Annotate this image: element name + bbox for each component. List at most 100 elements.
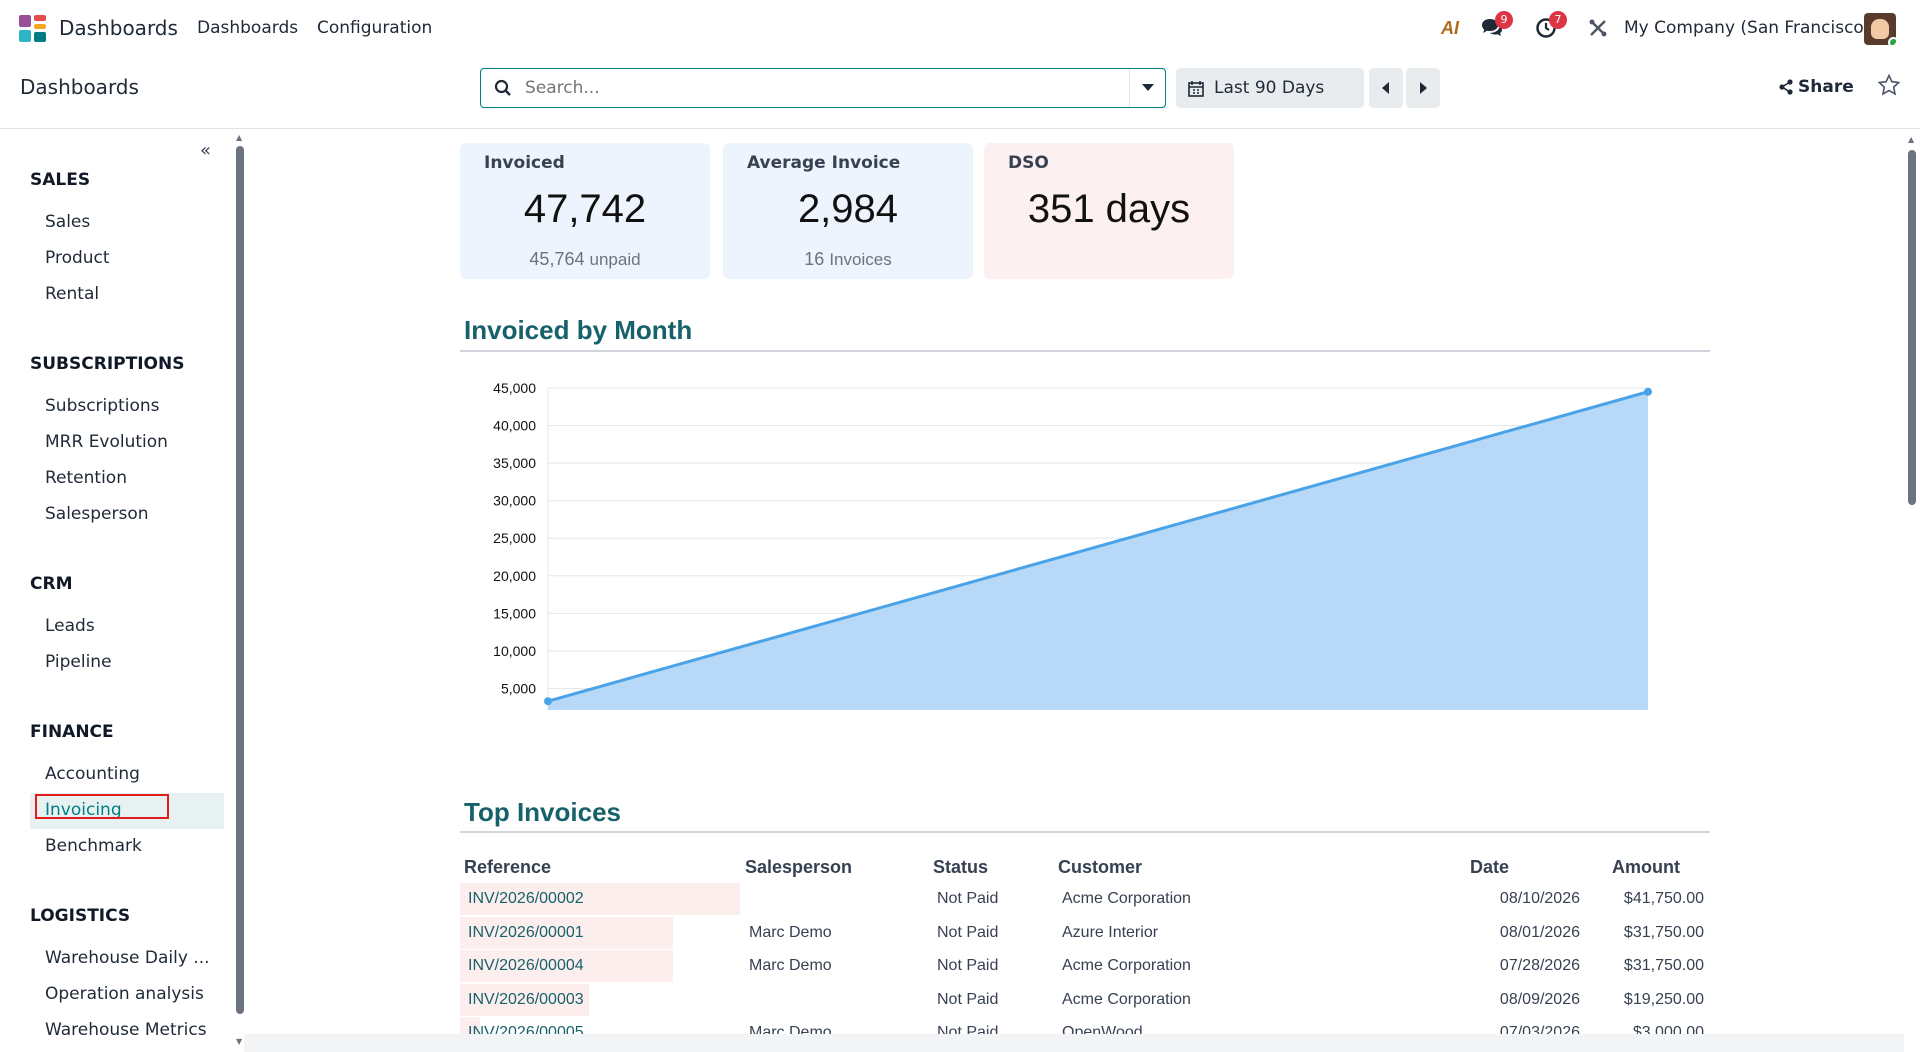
y-tick-label: 35,000 [493,455,536,471]
kpi-label: DSO [1008,153,1049,173]
sidebar-item-sales[interactable]: Sales [45,212,91,232]
kpi-label: Average Invoice [747,153,901,173]
sidebar-item-warehouse-daily[interactable]: Warehouse Daily ... [45,948,210,968]
previous-period-button[interactable] [1369,68,1403,108]
sidebar-scroll-up-icon[interactable]: ▲ [236,133,243,142]
menu-dashboards[interactable]: Dashboards [197,18,299,38]
sidebar-item-leads[interactable]: Leads [45,616,95,636]
cell-reference[interactable]: INV/2026/00001 [468,923,584,941]
table-row[interactable]: INV/2026/00003 Not Paid Acme Corporation 08… [460,983,1710,1017]
sidebar-scroll-down-icon[interactable]: ▼ [236,1037,243,1046]
sidebar-active-highlight [30,793,224,829]
column-header-amount[interactable]: Amount [1612,857,1680,877]
menu-configuration[interactable]: Configuration [317,18,433,38]
divider [460,831,1710,833]
user-avatar[interactable] [1864,13,1896,45]
kpi-card[interactable]: Average Invoice 2,984 16 Invoices [723,143,973,279]
kpi-sub-text: unpaid [589,250,641,269]
column-header-date[interactable]: Date [1470,857,1510,877]
share-icon [1779,79,1793,95]
cell-reference[interactable]: INV/2026/00003 [468,990,584,1008]
amount-share-bar [460,950,673,982]
sidebar-item-warehouse-metrics[interactable]: Warehouse Metrics [45,1020,207,1040]
series-line [547,390,1649,703]
caret-down-icon [1141,84,1154,91]
company-switcher[interactable]: My Company (San Francisco) [1624,18,1871,38]
cell-date: 07/28/2026 [1499,957,1580,974]
cell-status: Not Paid [937,890,999,907]
area-fill [548,391,1648,710]
table-row[interactable]: INV/2026/00001 Marc Demo Not Paid Azure Int… [460,916,1710,950]
column-header-status[interactable]: Status [933,857,989,877]
apps-menu-icon[interactable] [19,15,47,43]
favorite-star-icon[interactable] [1877,73,1901,100]
kpi-sub-value: 45,764 [529,249,585,269]
y-tick-label: 5,000 [501,680,536,696]
table-row[interactable]: INV/2026/00004 Marc Demo Not Paid Acme Corp… [460,950,1710,983]
data-point[interactable] [544,697,552,706]
cell-status: Not Paid [937,957,999,974]
main-scroll-up-icon[interactable]: ▲ [1908,135,1915,144]
messages-button[interactable]: 9 [1476,11,1513,44]
activities-button[interactable]: 7 [1530,11,1567,44]
y-tick-label: 25,000 [493,530,536,546]
kpi-card[interactable]: DSO 351 days [984,143,1234,279]
caret-left-icon [1382,82,1389,94]
column-header-reference[interactable]: Reference [464,857,552,877]
amount-share-bar [460,916,673,949]
sidebar-scrollbar[interactable] [236,146,244,1014]
collapse-sidebar-icon[interactable]: « [200,140,212,161]
top-navbar: Dashboards Dashboards Configuration AI 9… [0,0,1920,57]
sidebar-item-product[interactable]: Product [45,248,110,268]
ai-button[interactable]: AI [1434,12,1466,44]
cell-salesperson: Marc Demo [749,957,832,974]
table-row[interactable]: INV/2026/00002 Not Paid Acme Corporation 08… [460,883,1710,916]
sidebar-item-retention[interactable]: Retention [45,468,127,488]
chart-section-title: Invoiced by Month [464,315,693,345]
main-scrollbar[interactable] [1908,150,1916,505]
ai-icon: AI [1441,17,1459,38]
kpi-sub-value: 16 [804,249,825,269]
cell-status: Not Paid [937,923,999,941]
sidebar-item-accounting[interactable]: Accounting [45,764,140,784]
date-filter-button[interactable]: Last 90 Days [1176,68,1364,108]
y-tick-label: 45,000 [493,380,536,396]
breadcrumb: Dashboards [20,75,139,99]
search-input[interactable] [525,69,1129,107]
sidebar-item-pipeline[interactable]: Pipeline [45,652,112,672]
column-header-salesperson[interactable]: Salesperson [745,857,853,877]
sidebar-item-operation-analysis[interactable]: Operation analysis [45,984,204,1004]
tools-icon [1589,19,1607,37]
amount-share-bar [460,983,589,1016]
cell-reference[interactable]: INV/2026/00004 [468,957,584,974]
sidebar-item-mrr-evolution[interactable]: MRR Evolution [45,432,168,452]
debug-tools-button[interactable] [1582,12,1614,44]
search-bar[interactable] [480,68,1166,108]
sidebar-item-benchmark[interactable]: Benchmark [45,836,142,856]
control-panel: Dashboards Last 90 Days Share [0,57,1920,129]
calendar-icon [1188,80,1204,97]
cell-date: 08/10/2026 [1499,890,1580,907]
cell-salesperson: Marc Demo [749,923,832,941]
share-button[interactable]: Share [1778,77,1854,97]
sidebar-item-invoicing[interactable]: Invoicing [45,800,122,820]
kpi-card[interactable]: Invoiced 47,742 45,764 unpaid [460,143,710,279]
y-tick-label: 10,000 [493,643,536,659]
sidebar-item-subscriptions[interactable]: Subscriptions [45,396,160,416]
amount-share-bar [460,883,740,915]
table-section-title: Top Invoices [464,797,621,827]
data-point[interactable] [1644,387,1652,396]
cell-reference[interactable]: INV/2026/00002 [468,890,584,907]
activities-badge: 7 [1549,11,1567,29]
sidebar-item-rental[interactable]: Rental [45,284,100,304]
column-header-customer[interactable]: Customer [1058,857,1143,877]
next-period-button[interactable] [1406,68,1440,108]
chat-icon [1482,19,1502,36]
invoiced-by-month-chart: 05,00010,00015,00020,00025,00030,00035,0… [493,380,1652,710]
share-label: Share [1798,77,1854,97]
dashboard-sidebar: « SALES Sales Product Rental SUBSCRIPTIONS Su… [0,130,242,1052]
app-name[interactable]: Dashboards [59,16,178,40]
sidebar-item-salesperson[interactable]: Salesperson [45,504,149,524]
cell-customer: Azure Interior [1062,923,1159,941]
search-options-toggle[interactable] [1129,69,1165,107]
